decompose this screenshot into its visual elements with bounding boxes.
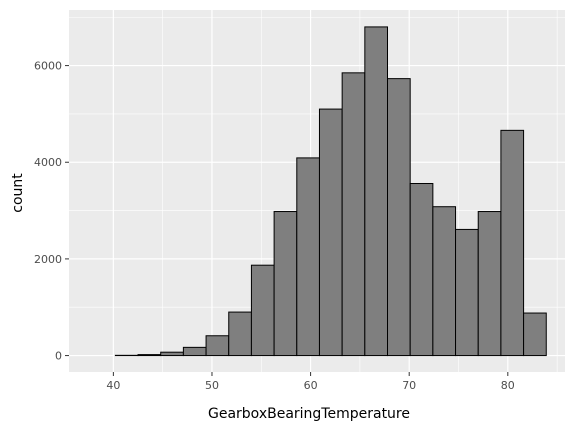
histogram-bar [523, 312, 547, 357]
y-tick-label: 4000 [34, 156, 62, 169]
histogram-bar [137, 354, 162, 357]
x-tick-label: 50 [205, 379, 219, 392]
x-tick-label: 60 [304, 379, 318, 392]
histogram-bar [318, 108, 343, 357]
histogram-bar [432, 206, 457, 357]
histogram-bar [341, 72, 366, 357]
histogram-bar [477, 211, 502, 357]
histogram-bar [296, 157, 320, 357]
x-axis-title: GearboxBearingTemperature [208, 406, 410, 422]
x-tick-label: 80 [501, 379, 515, 392]
histogram-bar [228, 311, 252, 357]
histogram-bar [273, 211, 298, 357]
histogram-bar [205, 335, 230, 357]
y-axis: 0 2000 4000 6000 [34, 60, 69, 363]
y-tick-label: 2000 [34, 253, 62, 266]
histogram-bar [387, 78, 411, 357]
x-axis: 40 50 60 70 80 [106, 372, 515, 392]
histogram-bar [364, 26, 389, 357]
y-axis-title: count [10, 173, 26, 213]
histogram-bar [160, 351, 184, 357]
histogram-bar [455, 228, 479, 357]
y-tick-label: 0 [55, 350, 62, 363]
y-tick-label: 6000 [34, 60, 62, 73]
histogram-bar [182, 346, 207, 357]
histogram-bars [114, 26, 547, 357]
histogram-bar [500, 129, 525, 357]
histogram-bar [250, 264, 275, 357]
x-tick-label: 40 [106, 379, 120, 392]
histogram-bar [409, 183, 434, 357]
x-tick-label: 70 [402, 379, 416, 392]
